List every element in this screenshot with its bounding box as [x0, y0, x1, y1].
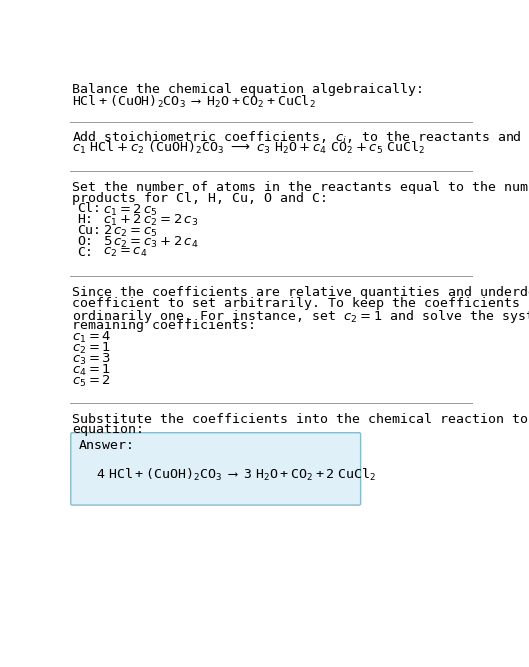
Text: products for Cl, H, Cu, O and C:: products for Cl, H, Cu, O and C: — [72, 191, 329, 205]
Text: C:: C: — [77, 245, 93, 259]
Text: Cu:: Cu: — [77, 224, 101, 237]
Text: Substitute the coefficients into the chemical reaction to obtain the balanced: Substitute the coefficients into the che… — [72, 413, 529, 426]
Text: Balance the chemical equation algebraically:: Balance the chemical equation algebraica… — [72, 83, 424, 96]
Text: $c_1 = 2\,c_5$: $c_1 = 2\,c_5$ — [103, 203, 158, 217]
Text: $c_1\ \mathtt{HCl} + c_2\ \mathtt{(CuOH)_2CO_3} \ \longrightarrow \ c_3\ \mathtt: $c_1\ \mathtt{HCl} + c_2\ \mathtt{(CuOH)… — [72, 140, 426, 156]
Text: $2\,c_2 = c_5$: $2\,c_2 = c_5$ — [103, 224, 158, 239]
Text: Since the coefficients are relative quantities and underdetermined, choose a: Since the coefficients are relative quan… — [72, 286, 529, 299]
Text: O:: O: — [77, 235, 93, 248]
Text: $\mathtt{4\ HCl + (CuOH)_2CO_3 \ \longrightarrow \ 3\ H_2O + CO_2 + 2\ CuCl_2}$: $\mathtt{4\ HCl + (CuOH)_2CO_3 \ \longri… — [96, 467, 376, 483]
Text: $c_2 = 1$: $c_2 = 1$ — [72, 341, 112, 356]
Text: $c_4 = 1$: $c_4 = 1$ — [72, 363, 112, 378]
Text: H:: H: — [77, 213, 93, 226]
Text: Set the number of atoms in the reactants equal to the number of atoms in the: Set the number of atoms in the reactants… — [72, 181, 529, 194]
Text: $\mathtt{HCl + (CuOH)_2CO_3 \ \longrightarrow \ H_2O + CO_2 + CuCl_2}$: $\mathtt{HCl + (CuOH)_2CO_3 \ \longright… — [72, 94, 316, 110]
Text: Cl:: Cl: — [77, 203, 101, 215]
Text: $c_5 = 2$: $c_5 = 2$ — [72, 374, 111, 388]
Text: coefficient to set arbitrarily. To keep the coefficients small, the arbitrary va: coefficient to set arbitrarily. To keep … — [72, 297, 529, 310]
Text: ordinarily one. For instance, set $c_2 = 1$ and solve the system of equations fo: ordinarily one. For instance, set $c_2 =… — [72, 308, 529, 325]
Text: $c_1 + 2\,c_2 = 2\,c_3$: $c_1 + 2\,c_2 = 2\,c_3$ — [103, 213, 198, 228]
Text: remaining coefficients:: remaining coefficients: — [72, 319, 257, 331]
Text: $c_1 = 4$: $c_1 = 4$ — [72, 330, 112, 346]
FancyBboxPatch shape — [71, 433, 361, 505]
Text: $5\,c_2 = c_3 + 2\,c_4$: $5\,c_2 = c_3 + 2\,c_4$ — [103, 235, 199, 250]
Text: $c_2 = c_4$: $c_2 = c_4$ — [103, 245, 148, 259]
Text: Add stoichiometric coefficients, $c_i$, to the reactants and products:: Add stoichiometric coefficients, $c_i$, … — [72, 129, 529, 146]
Text: Answer:: Answer: — [78, 439, 134, 452]
Text: $c_3 = 3$: $c_3 = 3$ — [72, 352, 112, 367]
Text: equation:: equation: — [72, 424, 144, 436]
